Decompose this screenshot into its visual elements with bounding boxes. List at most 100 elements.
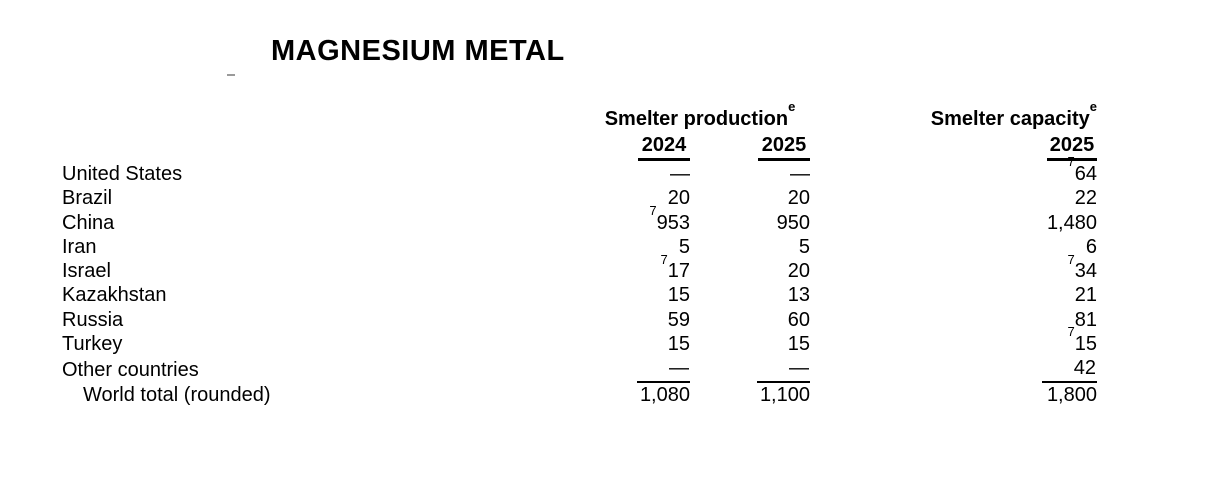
group-header-row: Smelter productione Smelter capacitye (62, 100, 1097, 133)
capacity-header-footnote: e (1089, 98, 1097, 114)
country-label: United States (62, 163, 183, 185)
footnote-ref: 7 (1067, 154, 1075, 170)
value: 5 (678, 235, 690, 258)
cap-2025-value: 1,480 (810, 211, 1097, 235)
prod-2024-value: 20 (590, 186, 690, 210)
subtotal-rule: 42 (1042, 356, 1097, 383)
table-row-other-countries: Other countries — — 42 (62, 356, 1097, 383)
production-header-label: Smelter production (604, 107, 789, 130)
year-label-2025: 2025 (758, 134, 810, 161)
world-total-label: World total (rounded) (83, 383, 271, 406)
prod-2024-value: 717 (590, 253, 690, 283)
value: 5 (798, 235, 810, 258)
table-row-world-total: World total (rounded) 1,080 1,100 1,800 (62, 383, 1097, 407)
cap-2025-value: 22 (810, 186, 1097, 210)
commodity-table: Smelter productione Smelter capacitye 20… (62, 100, 1097, 407)
table-row-israel: Israel 717 20 734 (62, 253, 1097, 283)
footnote-ref: 7 (660, 251, 668, 267)
year-header-prod-2025: 2025 (690, 133, 810, 162)
spacer-cell (62, 105, 590, 133)
prod-2025-total: 1,100 (690, 383, 810, 407)
value: 6 (1085, 235, 1097, 258)
value: 60 (787, 308, 810, 331)
value: 20 (787, 260, 810, 283)
prod-2025-value: 20 (690, 186, 810, 210)
table-row-turkey: Turkey 15 15 715 (62, 325, 1097, 356)
value: 950 (776, 211, 810, 234)
prod-2024-value: — (590, 162, 690, 186)
value: 17 (667, 260, 690, 283)
prod-2025-value: — (690, 356, 810, 383)
year-header-prod-2024: 2024 (590, 133, 690, 162)
prod-2024-value: 5 (590, 235, 690, 259)
country-label: Kazakhstan (62, 284, 167, 307)
stray-scan-mark (227, 74, 235, 76)
cap-2025-value: 764 (810, 155, 1097, 186)
cap-2025-value: 6 (810, 235, 1097, 259)
subtotal-rule: — (637, 356, 690, 383)
cap-2025-value: 734 (810, 253, 1097, 283)
footnote-ref: 7 (1067, 251, 1075, 267)
year-header-cap-2025: 2025 (810, 133, 1097, 162)
prod-2025-value: 5 (690, 235, 810, 259)
prod-2024-value: 15 (590, 332, 690, 356)
year-label-2024: 2024 (638, 134, 690, 161)
country-label: Israel (62, 260, 111, 283)
production-group-header: Smelter productione (590, 100, 810, 133)
value: — (670, 163, 690, 185)
value: 22 (1074, 187, 1097, 210)
prod-2024-value: 59 (590, 308, 690, 332)
prod-2024-value: — (590, 356, 690, 383)
value: 15 (667, 333, 690, 356)
value: 1,800 (1046, 383, 1097, 406)
year-label-cap-2025: 2025 (1047, 134, 1097, 161)
value: 1,080 (639, 383, 690, 406)
cap-2025-value: 715 (810, 325, 1097, 356)
value: 15 (1074, 333, 1097, 356)
page-title: MAGNESIUM METAL (271, 35, 565, 67)
value: 59 (667, 308, 690, 331)
table-row-kazakhstan: Kazakhstan 15 13 21 (62, 283, 1097, 307)
prod-2025-value: 20 (690, 259, 810, 283)
subtotal-rule: — (757, 356, 810, 383)
value: — (790, 163, 810, 185)
footnote-ref: 7 (649, 202, 657, 218)
value: 1,480 (1046, 211, 1097, 234)
value: 64 (1074, 163, 1097, 185)
table-row-russia: Russia 59 60 81 (62, 308, 1097, 332)
value: 15 (787, 333, 810, 356)
value: 21 (1074, 284, 1097, 307)
prod-2025-value: 13 (690, 283, 810, 307)
value: 81 (1074, 308, 1097, 331)
value: — (789, 357, 809, 380)
value: 20 (667, 187, 690, 210)
spacer-cell (62, 133, 590, 162)
country-label: China (62, 211, 115, 234)
prod-2025-value: 950 (690, 211, 810, 235)
country-label: Brazil (62, 187, 113, 210)
prod-2025-value: 15 (690, 332, 810, 356)
table-row-china: China 7953 950 1,480 (62, 204, 1097, 235)
value: 42 (1073, 357, 1096, 380)
footnote-ref: 7 (1067, 324, 1075, 340)
cap-2025-value: 21 (810, 283, 1097, 307)
cap-2025-total: 1,800 (810, 383, 1097, 407)
prod-2024-value: 7953 (590, 204, 690, 235)
value: 15 (667, 284, 690, 307)
value: 13 (787, 284, 810, 307)
value: 953 (656, 211, 690, 234)
production-header-footnote: e (788, 98, 796, 114)
value: 34 (1074, 260, 1097, 283)
country-label: Other countries (62, 359, 199, 382)
prod-2024-total: 1,080 (590, 383, 690, 407)
cap-2025-value: 81 (810, 308, 1097, 332)
country-label: Iran (62, 235, 97, 258)
capacity-group-header: Smelter capacitye (810, 100, 1097, 133)
year-header-row: 2024 2025 2025 (62, 133, 1097, 162)
prod-2025-value: — (690, 162, 810, 186)
prod-2025-value: 60 (690, 308, 810, 332)
prod-2024-value: 15 (590, 283, 690, 307)
value: 1,100 (759, 383, 810, 406)
country-label: Turkey (62, 333, 123, 356)
capacity-header-label: Smelter capacity (930, 107, 1090, 130)
